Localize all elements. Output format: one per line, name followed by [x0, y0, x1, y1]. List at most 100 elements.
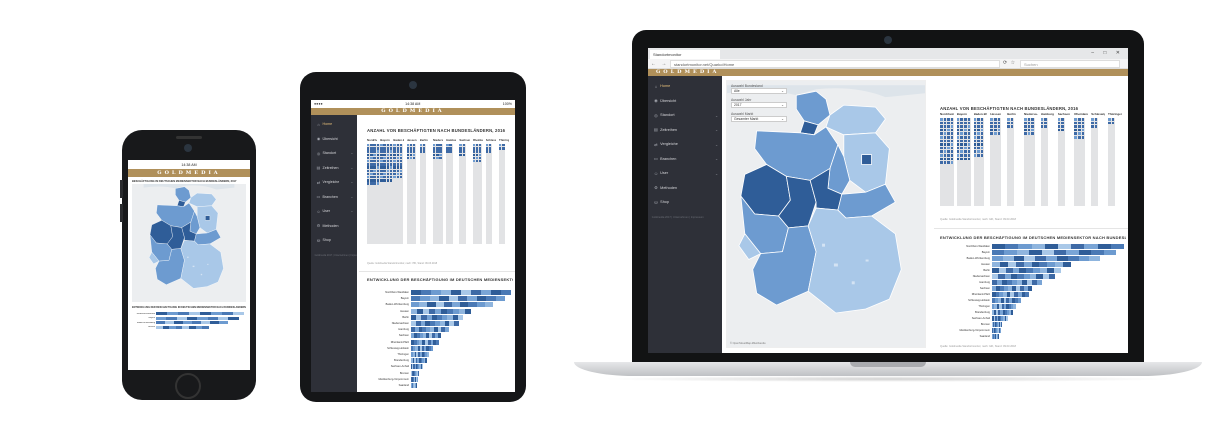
- waffle-column[interactable]: Schleswig...: [485, 138, 496, 244]
- bar-row[interactable]: Bayern: [132, 316, 246, 320]
- laptop-choropleth-map[interactable]: [727, 81, 925, 347]
- laptop-brand-bar[interactable]: GOLDMEDIA: [648, 69, 1128, 76]
- region-schleswig-holstein[interactable]: [175, 186, 192, 203]
- region-schleswig-holstein[interactable]: [795, 90, 831, 126]
- region-bayern[interactable]: [180, 240, 224, 289]
- bar-row[interactable]: Niedersachsen: [367, 321, 513, 326]
- sidebar-item-zeitreihen[interactable]: ▤ Zeitreihen ⌄: [648, 123, 722, 138]
- bar-row[interactable]: Brandenburg: [367, 358, 513, 364]
- sidebar-item-shop[interactable]: ⛁ Shop: [311, 233, 357, 248]
- browser-search-input[interactable]: Suchen: [1020, 60, 1120, 68]
- region-saarland[interactable]: [738, 233, 762, 261]
- bar-row[interactable]: Rheinland-Pfalz: [940, 292, 1126, 297]
- tablet-waffle-chart[interactable]: Nordrhein...BayernBaden-W...HessenBerlin…: [367, 138, 513, 250]
- bar-row[interactable]: Rheinland-Pfalz: [367, 339, 513, 345]
- browser-tab[interactable]: Standortmonitor: [650, 50, 720, 59]
- bar-row[interactable]: Sachsen: [940, 286, 1126, 291]
- waffle-column[interactable]: Sachsen: [459, 138, 470, 244]
- waffle-column[interactable]: Nordrhein...: [367, 138, 380, 244]
- waffle-column[interactable]: Rheinland...: [472, 138, 483, 244]
- bar-row[interactable]: Hessen: [132, 325, 246, 329]
- sidebar-item-methoden[interactable]: ⚙ Methoden: [648, 181, 722, 196]
- bar-row[interactable]: Bayern: [940, 250, 1126, 255]
- sidebar-item-branchen[interactable]: ▭ Branchen ⌄: [311, 190, 357, 205]
- sidebar-item-vergleiche[interactable]: ⇄ Vergleiche ⌄: [311, 175, 357, 190]
- phone-choropleth-map[interactable]: [132, 184, 246, 302]
- bar-row[interactable]: Baden-Württemberg: [132, 321, 246, 325]
- bar-row[interactable]: Nordrhein-Westfalen: [367, 290, 513, 295]
- bar-row[interactable]: Sachsen-Anhalt: [367, 364, 513, 370]
- sidebar-item-standort[interactable]: ◎ Standort ⌄: [311, 146, 357, 161]
- tablet-brand-bar[interactable]: GOLDMEDIA: [311, 108, 515, 115]
- sidebar-item-übersicht[interactable]: ◉ Übersicht: [311, 132, 357, 147]
- filter-select-1[interactable]: Alle ⌄: [731, 88, 787, 94]
- bar-row[interactable]: Brandenburg: [940, 310, 1126, 315]
- waffle-column[interactable]: Sachsen: [1057, 112, 1072, 206]
- bar-row[interactable]: Thüringen: [940, 304, 1126, 309]
- filter-select-3[interactable]: Gesamter Markt ⌄: [731, 116, 787, 122]
- bar-row[interactable]: Thüringen: [367, 352, 513, 357]
- sidebar-item-übersicht[interactable]: ◉ Übersicht: [648, 94, 722, 109]
- bar-row[interactable]: Nordrhein-Westfalen: [132, 312, 246, 316]
- bar-row[interactable]: Sachsen-Anhalt: [940, 316, 1126, 321]
- waffle-column[interactable]: Baden-W...: [973, 112, 987, 206]
- window-controls-icon[interactable]: – □ ✕: [1091, 50, 1124, 56]
- laptop-waffle-chart[interactable]: Nordrhein...Bayern Baden-W...Hessen Berlin…: [940, 112, 1126, 212]
- bar-row[interactable]: Schleswig-Holstein: [940, 298, 1126, 303]
- phone-brand-bar[interactable]: GOLDMEDIA: [128, 169, 250, 177]
- waffle-column[interactable]: Hamburg: [1040, 112, 1055, 206]
- region-mecklenburg[interactable]: [825, 104, 886, 136]
- waffle-column[interactable]: Baden-W...: [393, 138, 404, 244]
- region-berlin[interactable]: [861, 154, 872, 165]
- waffle-column[interactable]: Berlin: [419, 138, 430, 244]
- sidebar-item-shop[interactable]: ⛁ Shop: [648, 195, 722, 210]
- region-mecklenburg[interactable]: [188, 192, 217, 207]
- region-berlin[interactable]: [205, 215, 211, 221]
- bar-row[interactable]: Sachsen: [367, 333, 513, 339]
- waffle-column[interactable]: Hessen: [990, 112, 1004, 206]
- bar-row[interactable]: Baden-Württemberg: [940, 256, 1126, 261]
- sidebar-item-methoden[interactable]: ⚙ Methoden: [311, 219, 357, 234]
- sidebar-item-branchen[interactable]: ▭ Branchen ⌄: [648, 152, 722, 167]
- bar-row[interactable]: Mecklenburg-Vorpommern: [940, 328, 1126, 333]
- bar-row[interactable]: Saarland: [367, 383, 513, 388]
- waffle-column[interactable]: Niedersa...: [433, 138, 443, 244]
- bar-row[interactable]: Baden-Württemberg: [367, 302, 513, 308]
- region-saarland[interactable]: [148, 251, 160, 265]
- bar-row[interactable]: Niedersachsen: [940, 274, 1126, 279]
- tablet-bar-chart[interactable]: Nordrhein-Westfalen Bayern Baden-Württembe…: [367, 290, 513, 390]
- waffle-column[interactable]: Schleswig...: [1091, 112, 1105, 206]
- nav-arrows-icon[interactable]: ← → ⓘ: [651, 61, 679, 67]
- bar-row[interactable]: Saarland: [940, 334, 1126, 339]
- bar-row[interactable]: Hessen: [367, 308, 513, 314]
- waffle-column[interactable]: Berlin: [1007, 112, 1021, 206]
- sidebar-item-zeitreihen[interactable]: ▤ Zeitreihen ⌄: [311, 161, 357, 176]
- bar-row[interactable]: Bayern: [367, 296, 513, 302]
- bar-row[interactable]: Hessen: [940, 262, 1126, 267]
- bar-row[interactable]: Berlin: [940, 268, 1126, 273]
- sidebar-item-user[interactable]: ☺ User ⌄: [311, 204, 357, 219]
- sidebar-item-vergleiche[interactable]: ⇄ Vergleiche ⌄: [648, 137, 722, 152]
- filter-select-2[interactable]: 2017 ⌄: [731, 102, 787, 108]
- sidebar-item-home[interactable]: ⌂ Home: [648, 79, 722, 94]
- sidebar-item-user[interactable]: ☺ User ⌄: [648, 166, 722, 181]
- bar-row[interactable]: Bremen: [367, 370, 513, 376]
- bar-row[interactable]: Hamburg: [940, 280, 1126, 285]
- bar-row[interactable]: Bremen: [940, 322, 1126, 327]
- waffle-column[interactable]: Bayern: [380, 138, 393, 244]
- bar-row[interactable]: Schleswig-Holstein: [367, 345, 513, 351]
- reload-icon[interactable]: ⟳ ☆: [1003, 60, 1017, 66]
- sidebar-item-standort[interactable]: ◎ Standort ⌄: [648, 108, 722, 123]
- waffle-column[interactable]: Thüringen: [1108, 112, 1122, 206]
- region-bayern[interactable]: [807, 207, 902, 314]
- waffle-column[interactable]: Hamburg: [446, 138, 456, 244]
- bar-row[interactable]: Berlin: [367, 314, 513, 320]
- bar-row[interactable]: Mecklenburg-Vorpommern: [367, 376, 513, 382]
- waffle-column[interactable]: Bayern: [956, 112, 972, 206]
- bar-row[interactable]: Hamburg: [367, 327, 513, 333]
- waffle-column[interactable]: Rheinland...: [1074, 112, 1088, 206]
- address-bar[interactable]: standortmonitor.net/QuarkoIHome: [670, 60, 1000, 68]
- waffle-column[interactable]: Niedersa...: [1024, 112, 1038, 206]
- waffle-column[interactable]: Thüringen: [499, 138, 509, 244]
- waffle-column[interactable]: Hessen: [406, 138, 417, 244]
